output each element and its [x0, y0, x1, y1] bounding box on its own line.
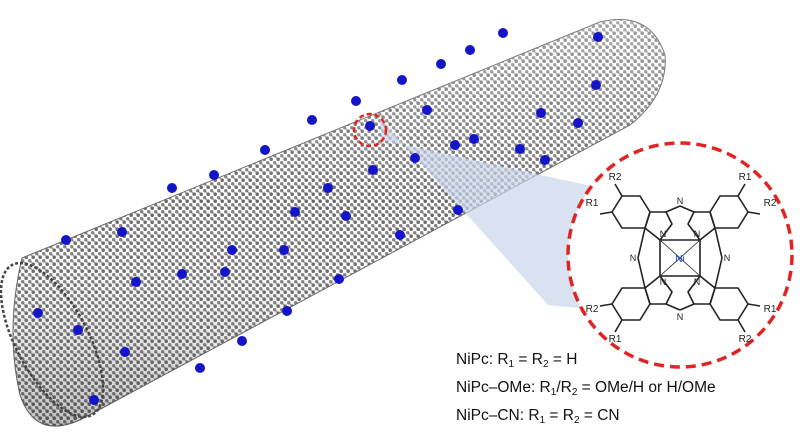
r1-label-bottom-left: R1	[609, 334, 622, 345]
r2-label-top-left: R2	[609, 172, 622, 183]
n-label-left: N	[630, 253, 637, 263]
magnified-circle	[566, 141, 794, 369]
substituent-labels: R2 R1 R1 R2 R2 R1 R1 R2	[586, 172, 777, 345]
highlight-ring	[352, 112, 388, 148]
r1-label-top-left: R1	[586, 198, 599, 209]
n-label-inner-bl: N	[660, 277, 667, 287]
carbon-nanotube	[0, 18, 666, 427]
compound-name: NiPc	[456, 351, 489, 368]
legend-line-nipc-ome: NiPc–OMe: R1/R2 = OMe/H or H/OMe	[456, 379, 716, 398]
r2-label-top-right: R2	[764, 198, 777, 209]
r2-label-bottom-right: R2	[739, 334, 752, 345]
n-label-inner-tr: N	[694, 229, 701, 239]
structure-labels: N N N N N N N N Ni	[630, 196, 731, 322]
compound-name: NiPc–CN	[456, 407, 520, 424]
compound-legend: NiPc: R1 = R2 = H NiPc–OMe: R1/R2 = OMe/…	[456, 348, 716, 432]
legend-line-nipc: NiPc: R1 = R2 = H	[456, 351, 578, 370]
r2-label-bottom-left: R2	[586, 304, 599, 315]
legend-line-nipc-cn: NiPc–CN: R1 = R2 = CN	[456, 407, 620, 426]
phthalocyanine-structure	[599, 183, 761, 333]
n-label-inner-tl: N	[660, 229, 667, 239]
dopant-atoms	[33, 28, 603, 405]
n-label-top: N	[677, 196, 684, 206]
n-label-right: N	[724, 253, 731, 263]
compound-name: NiPc–OMe	[456, 379, 531, 396]
n-label-inner-br: N	[694, 277, 701, 287]
r1-label-bottom-right: R1	[764, 304, 777, 315]
metal-center-label: Ni	[675, 254, 684, 265]
n-label-bottom: N	[677, 312, 684, 322]
tube-open-end	[0, 261, 105, 419]
r1-label-top-right: R1	[739, 172, 752, 183]
